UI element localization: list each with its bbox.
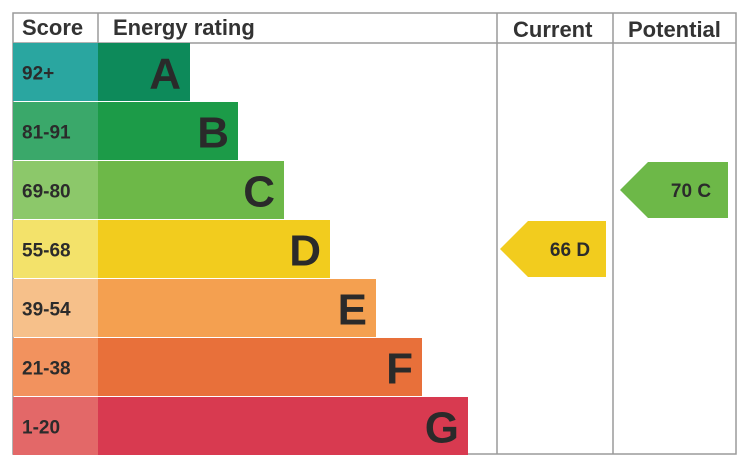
rating-letter-f: F (386, 345, 413, 394)
rating-bar-f (98, 338, 422, 396)
score-range-a: 92+ (22, 64, 54, 85)
potential-header: Potential (628, 17, 721, 42)
current-rating-arrow (500, 221, 606, 277)
score-range-c: 69-80 (22, 182, 71, 203)
score-header: Score (22, 15, 83, 40)
current-header: Current (513, 17, 593, 42)
rating-bands: 92+ A 81-91 B 69-80 C 55-68 D 39-54 E 21-38 F 1-20 G (13, 43, 468, 455)
rating-bar-g (98, 397, 468, 455)
score-cell-d (13, 220, 98, 278)
score-range-e: 39-54 (22, 300, 71, 321)
score-cell-a (13, 43, 98, 101)
energy-rating-header: Energy rating (113, 15, 255, 40)
score-cell-c (13, 161, 98, 219)
rating-letter-b: B (197, 109, 229, 158)
rating-letter-e: E (338, 286, 367, 335)
score-cell-e (13, 279, 98, 337)
score-range-g: 1-20 (22, 418, 60, 439)
potential-rating-arrow (620, 162, 728, 218)
rating-bar-a (98, 43, 190, 101)
rating-bar-d (98, 220, 330, 278)
rating-letter-c: C (243, 168, 275, 217)
score-range-d: 55-68 (22, 241, 71, 262)
rating-bar-c (98, 161, 284, 219)
score-cell-g (13, 397, 98, 455)
rating-letter-d: D (289, 227, 321, 276)
rating-letter-a: A (149, 50, 181, 99)
rating-bar-b (98, 102, 238, 160)
score-cell-f (13, 338, 98, 396)
score-range-f: 21-38 (22, 359, 71, 380)
score-range-b: 81-91 (22, 123, 71, 144)
rating-letter-g: G (425, 404, 459, 453)
rating-markers: 66 D 70 C (500, 162, 728, 277)
score-cell-b (13, 102, 98, 160)
current-rating-label: 66 D (550, 240, 590, 261)
potential-rating-label: 70 C (671, 181, 711, 202)
rating-bar-e (98, 279, 376, 337)
